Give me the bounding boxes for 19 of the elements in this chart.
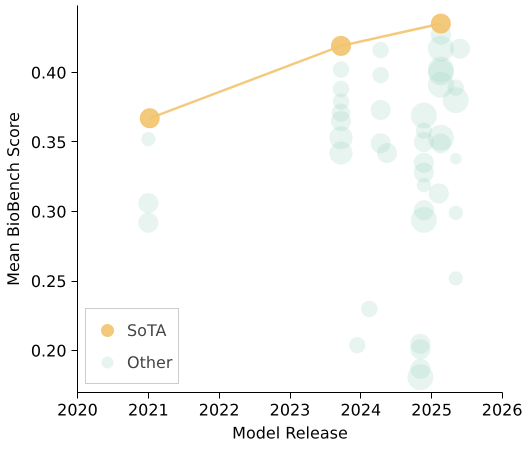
y-tick-label: 0.40 — [30, 63, 66, 82]
legend-label: Other — [127, 352, 172, 372]
y-tick-label: 0.20 — [30, 342, 66, 361]
x-axis-title: Model Release — [232, 424, 348, 442]
legend-label: SoTA — [127, 320, 166, 340]
point — [140, 108, 160, 128]
x-tick-label: 2024 — [340, 400, 382, 420]
x-tick-label: 2023 — [270, 400, 310, 420]
x-tick-label: 2025 — [411, 400, 452, 420]
x-tick-label: 2021 — [128, 400, 169, 420]
y-tick-label: 0.25 — [30, 272, 66, 292]
x-tick-label: 2026 — [482, 400, 522, 420]
point — [430, 14, 451, 34]
y-tick-label: 0.30 — [30, 202, 66, 222]
y-tick-label: 0.35 — [30, 132, 66, 152]
point — [331, 36, 351, 56]
x-tick-label: 2020 — [57, 400, 98, 420]
y-axis-title: Mean BioBench Score — [4, 112, 23, 286]
x-tick-label: 2022 — [198, 400, 240, 420]
